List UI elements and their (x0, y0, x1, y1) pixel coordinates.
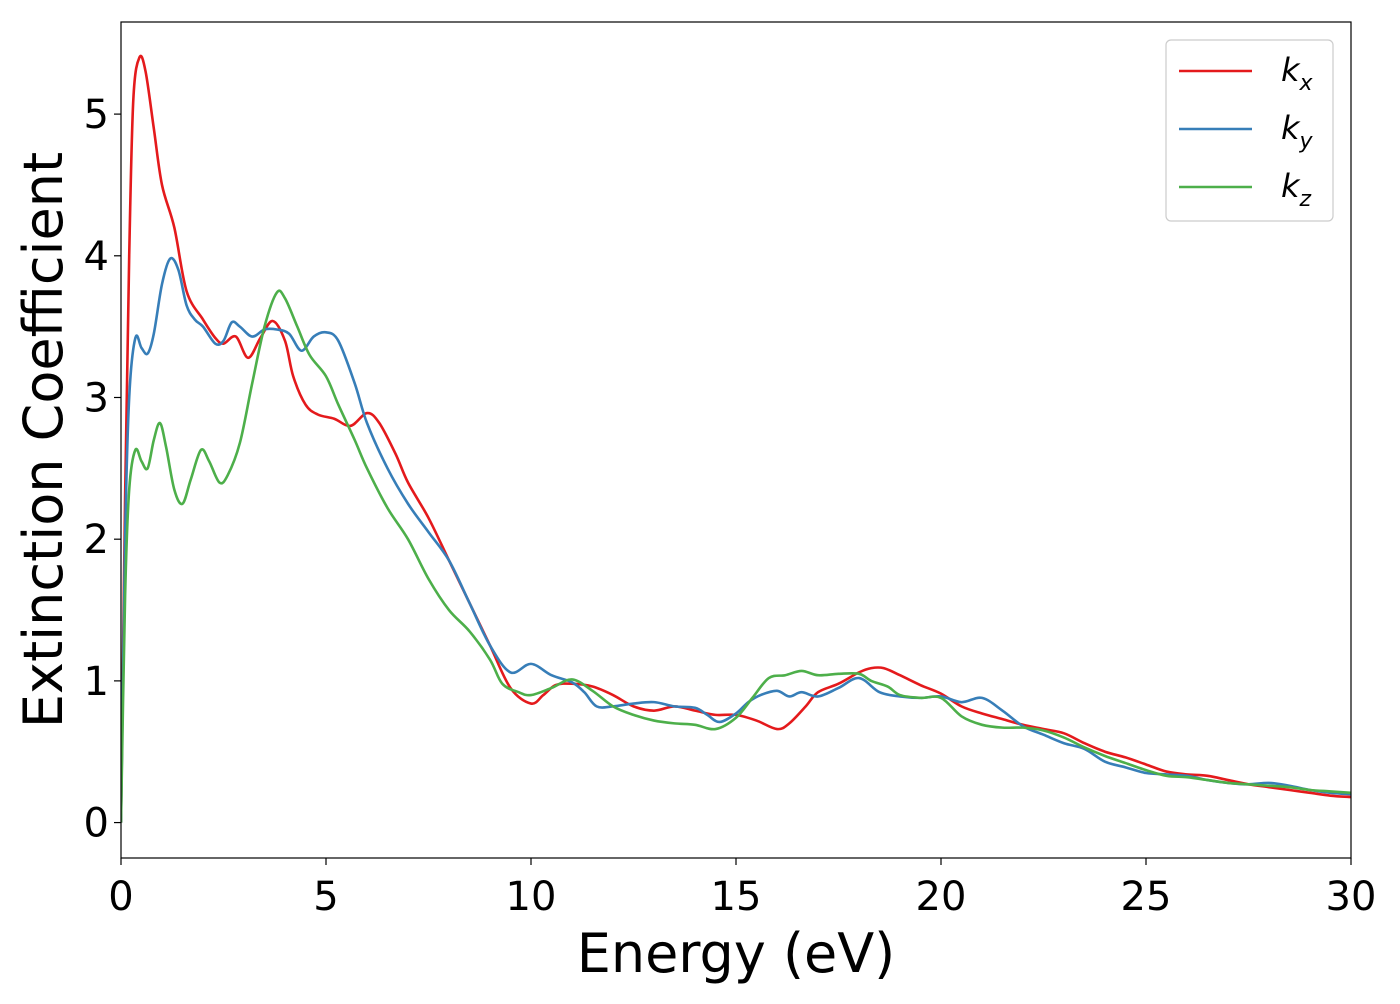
legend-label-subscript: x (1299, 71, 1314, 96)
y-tick-label: 3 (84, 375, 109, 421)
y-axis-title: Extinction Coefficient (12, 152, 75, 728)
x-tick-label: 15 (711, 874, 762, 920)
series-line-ky (121, 256, 1351, 823)
x-tick-label: 0 (108, 874, 133, 920)
y-tick-label: 2 (84, 517, 109, 563)
y-tick-label: 4 (84, 234, 109, 280)
legend-label-main: k (1281, 167, 1301, 205)
x-tick-label: 5 (313, 874, 338, 920)
x-axis-ticks: 0 5 10 15 20 25 30 (108, 858, 1376, 920)
series-line-kx (121, 54, 1351, 823)
legend-label-main: k (1281, 51, 1301, 89)
legend-label-subscript: y (1299, 129, 1314, 154)
legend-label-kz: kz (1281, 167, 1312, 212)
series-line-kz (121, 289, 1351, 823)
y-tick-label: 0 (84, 801, 109, 847)
x-tick-label: 20 (916, 874, 967, 920)
x-tick-label: 25 (1121, 874, 1172, 920)
series-layer (121, 54, 1351, 823)
x-axis-title: Energy (eV) (577, 922, 896, 985)
legend-label-kx: kx (1281, 51, 1314, 96)
y-axis-ticks: 0 1 2 3 4 5 (84, 92, 121, 847)
legend-label-ky: ky (1281, 109, 1314, 154)
x-tick-label: 10 (506, 874, 557, 920)
y-tick-label: 1 (84, 659, 109, 705)
legend-box (1165, 39, 1334, 222)
legend-label-subscript: z (1299, 187, 1312, 212)
y-tick-label: 5 (84, 92, 109, 138)
x-tick-label: 30 (1326, 874, 1377, 920)
legend-label-main: k (1281, 109, 1301, 147)
